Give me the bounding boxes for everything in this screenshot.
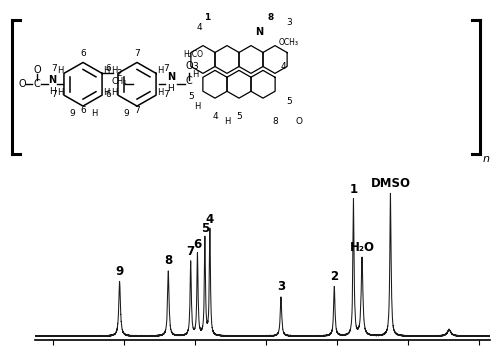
- Text: N: N: [255, 27, 263, 37]
- Text: 1: 1: [350, 183, 358, 196]
- Text: 2: 2: [330, 270, 338, 283]
- Text: O: O: [33, 65, 41, 75]
- Text: 7: 7: [134, 49, 140, 58]
- Text: 5: 5: [188, 92, 194, 101]
- Text: 4: 4: [212, 112, 218, 121]
- Text: 9: 9: [123, 109, 129, 118]
- Text: H: H: [48, 87, 56, 96]
- Text: 9: 9: [69, 109, 75, 118]
- Text: 4: 4: [196, 23, 202, 32]
- Text: 4: 4: [280, 62, 286, 71]
- Text: DMSO: DMSO: [370, 177, 410, 189]
- Text: CH₁: CH₁: [111, 77, 127, 86]
- Text: 7: 7: [164, 90, 169, 99]
- Text: 7: 7: [186, 245, 195, 258]
- Text: n: n: [482, 154, 490, 163]
- Text: H: H: [157, 88, 164, 97]
- Text: 5: 5: [286, 97, 292, 106]
- Text: H: H: [110, 88, 117, 97]
- Text: N: N: [167, 72, 175, 82]
- Text: 2: 2: [116, 69, 122, 78]
- Text: H: H: [110, 66, 117, 75]
- Text: 7: 7: [164, 65, 169, 73]
- Text: OCH₃: OCH₃: [279, 37, 299, 46]
- Text: 6: 6: [80, 49, 86, 58]
- Text: 8: 8: [272, 117, 278, 126]
- Text: O: O: [296, 117, 302, 126]
- Text: H: H: [56, 66, 63, 75]
- Text: H: H: [103, 88, 110, 97]
- Text: N: N: [48, 75, 56, 85]
- Text: C: C: [34, 79, 40, 89]
- Text: 6: 6: [80, 106, 86, 115]
- Text: H: H: [103, 66, 110, 75]
- Text: 7: 7: [134, 106, 140, 115]
- Text: 6: 6: [105, 90, 110, 99]
- Text: 3: 3: [286, 18, 292, 27]
- Text: H: H: [224, 117, 230, 126]
- Text: 8: 8: [164, 254, 172, 268]
- Text: H₂O: H₂O: [350, 242, 374, 254]
- Text: 8: 8: [268, 13, 274, 22]
- Text: 5: 5: [201, 222, 209, 235]
- Text: H: H: [157, 66, 164, 75]
- Text: O: O: [18, 79, 26, 89]
- Text: H: H: [56, 88, 63, 97]
- Text: 3: 3: [192, 62, 198, 71]
- Text: H₂CO: H₂CO: [183, 50, 203, 59]
- Text: 3: 3: [277, 280, 285, 293]
- Text: 7: 7: [51, 90, 57, 99]
- Text: H: H: [192, 70, 198, 79]
- Text: 6: 6: [194, 237, 202, 251]
- Text: 5: 5: [236, 112, 242, 121]
- Text: H: H: [91, 109, 97, 118]
- Text: 9: 9: [116, 265, 124, 278]
- Text: 7: 7: [51, 65, 57, 73]
- Text: C: C: [186, 76, 192, 86]
- Text: 4: 4: [205, 213, 214, 226]
- Text: 1: 1: [204, 13, 210, 22]
- Text: H: H: [194, 102, 200, 111]
- Text: 6: 6: [105, 65, 110, 73]
- Text: O: O: [185, 61, 193, 71]
- Text: H: H: [168, 84, 174, 93]
